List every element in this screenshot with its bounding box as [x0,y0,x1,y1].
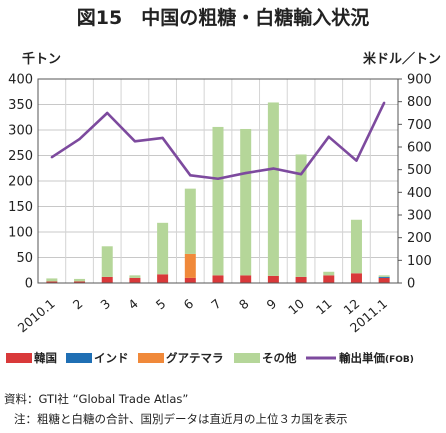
bar-1-11 [323,275,335,283]
left-axis-unit: 千トン [22,51,61,67]
x-tick-label: 5 [153,296,169,313]
price-point-5 [161,136,164,140]
price-point-6 [189,174,192,177]
right-tick-label: 100 [407,254,432,269]
x-tick-label: 7 [208,296,224,313]
price-point-7 [216,177,220,180]
bar-1-1 [46,281,58,283]
chart: 図15 中国の粗糖・白糖輸入状況 千トン 米ドル／トン 050100150200… [6,6,441,365]
bar-1-12 [350,273,362,283]
legend-swatch-2 [66,353,92,363]
x-tick-label: 11 [313,296,335,318]
bar-4-2 [74,278,86,282]
x-tick-label: 3 [97,296,113,313]
price-point-8 [244,171,247,175]
price-point-2 [78,137,81,141]
left-tick-label: 100 [8,226,33,241]
chart-title: 図15 中国の粗糖・白糖輸入状況 [77,6,369,29]
remark-note: 注：粗糖と白糖の合計、国別データは直近月の上位３カ国を表示 [14,412,348,426]
bars [46,102,390,283]
bar-1-8 [240,275,252,283]
x-tick-label: 2010.1 [15,296,58,336]
price-point-4 [133,140,137,143]
bar-1-7 [212,275,224,283]
price-point-1 [50,156,54,159]
bar-1-13 [378,277,390,283]
left-tick-label: 0 [25,277,33,292]
legend-label-4: その他 [262,351,297,365]
bar-4-4 [129,275,141,278]
left-tick-label: 150 [8,200,33,215]
right-tick-label: 300 [407,209,432,224]
bar-3-6 [184,253,196,278]
price-point-11 [327,135,330,138]
bar-1-6 [184,277,196,283]
legend-swatch-1 [6,353,32,363]
bar-2-13 [378,276,390,278]
bar-4-5 [157,222,169,275]
legend-swatch-4 [234,353,260,363]
right-tick-label: 400 [407,186,432,201]
x-tick-label: 9 [264,296,280,313]
legend-label-3: グアテマラ [166,351,224,365]
left-tick-label: 250 [8,149,33,164]
x-tick-label: 10 [285,296,307,318]
legend-swatch-3 [138,353,164,363]
legend-line-label: 輸出単価(FOB) [339,351,414,365]
right-tick-label: 700 [407,118,432,133]
right-axis-unit: 米ドル／トン [363,51,441,67]
bar-1-5 [157,274,169,283]
left-tick-label: 200 [8,175,33,190]
right-tick-label: 0 [407,277,415,292]
right-tick-label: 600 [407,141,432,156]
bar-1-4 [129,277,141,283]
source-note: 資料：GTI社 “Global Trade Atlas” [4,392,189,406]
price-point-3 [106,111,109,115]
legend-line-suffix: (FOB) [385,355,414,365]
plot-frame [37,78,399,284]
price-point-10 [299,173,303,176]
bar-1-10 [295,276,307,283]
bar-4-9 [267,102,279,276]
left-tick-label: 50 [16,251,33,266]
bar-1-2 [74,281,86,283]
x-tick-label: 6 [181,296,197,313]
right-tick-label: 200 [407,231,432,246]
right-tick-label: 900 [407,73,432,88]
bar-4-6 [184,188,196,254]
bar-4-11 [323,271,335,276]
legend-label-2: インド [94,351,129,365]
price-point-9 [272,167,275,170]
bar-1-3 [101,276,113,283]
x-tick-label: 2 [70,296,86,313]
bar-4-7 [212,126,224,276]
legend: 韓国 インド グアテマラ その他 輸出単価(FOB) [6,351,414,365]
right-tick-label: 500 [407,163,432,178]
x-tick-label: 4 [125,296,141,313]
x-tick-label: 8 [236,296,252,313]
bar-4-8 [240,128,252,276]
bar-4-1 [46,278,58,282]
right-tick-label: 800 [407,95,432,110]
left-tick-label: 350 [8,98,33,113]
left-tick-label: 300 [8,124,33,139]
bar-4-13 [378,275,390,277]
price-point-13 [382,101,386,105]
price-point-12 [355,159,358,162]
legend-label-1: 韓国 [34,351,57,365]
left-tick-label: 400 [8,73,33,88]
bar-4-3 [101,246,113,277]
bar-4-10 [295,154,307,277]
price-line [50,101,386,181]
bar-1-9 [267,275,279,283]
bar-4-12 [350,219,362,274]
